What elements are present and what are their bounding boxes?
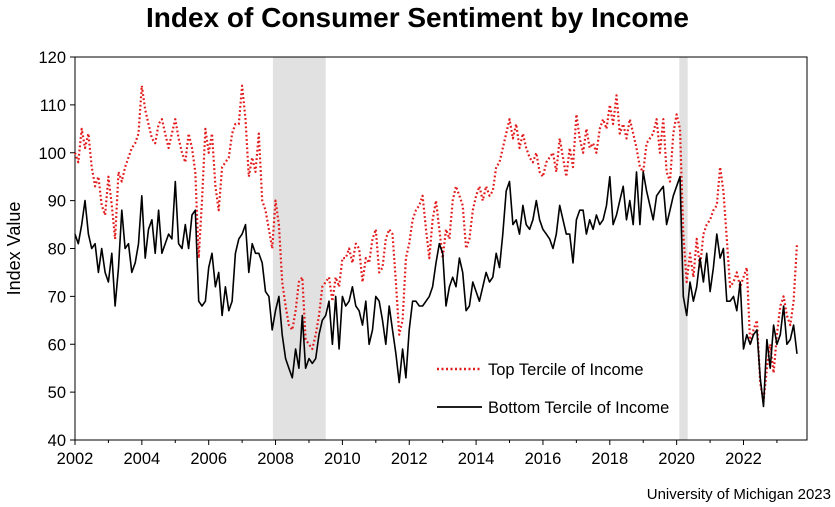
- x-tick-label-2008: 2008: [257, 450, 294, 468]
- y-tick-label-80: 80: [48, 241, 66, 259]
- x-tick-label-2012: 2012: [391, 450, 428, 468]
- y-tick-label-50: 50: [48, 384, 66, 402]
- recession-shading-group: [272, 57, 688, 440]
- x-tick-label-2022: 2022: [725, 450, 762, 468]
- source-note: University of Michigan 2023: [646, 486, 831, 503]
- recession-band-0: [272, 57, 326, 440]
- y-tick-label-120: 120: [38, 49, 66, 67]
- y-tick-label-100: 100: [38, 145, 66, 163]
- legend-label-top-tercile: Top Tercile of Income: [488, 361, 644, 379]
- series-line-top-tercile: [73, 84, 799, 403]
- x-tick-label-2006: 2006: [190, 450, 227, 468]
- y-tick-label-90: 90: [48, 193, 66, 211]
- legend: Top Tercile of Income Bottom Tercile of …: [437, 361, 669, 417]
- y-tick-label-40: 40: [48, 432, 66, 450]
- y-tick-label-110: 110: [40, 97, 66, 115]
- x-tick-label-2018: 2018: [591, 450, 628, 468]
- x-tick-label-2016: 2016: [525, 450, 562, 468]
- x-tick-label-2010: 2010: [324, 450, 361, 468]
- series-line-bottom-tercile: [74, 171, 798, 408]
- x-tick-label-2014: 2014: [458, 450, 495, 468]
- legend-label-bottom-tercile: Bottom Tercile of Income: [488, 399, 669, 417]
- x-tick-label-2004: 2004: [123, 450, 160, 468]
- x-tick-label-2020: 2020: [658, 450, 695, 468]
- y-axis-label: Index Value: [4, 202, 24, 296]
- x-tick-label-2002: 2002: [57, 450, 94, 468]
- axes-group: 40 50 60 70 80 90 100 110 120 2002 2004 2006 2008 201…: [38, 49, 778, 468]
- y-tick-label-70: 70: [48, 288, 66, 306]
- y-tick-label-60: 60: [48, 336, 66, 354]
- series-group: [73, 84, 799, 408]
- chart-title: Index of Consumer Sentiment by Income: [146, 2, 689, 33]
